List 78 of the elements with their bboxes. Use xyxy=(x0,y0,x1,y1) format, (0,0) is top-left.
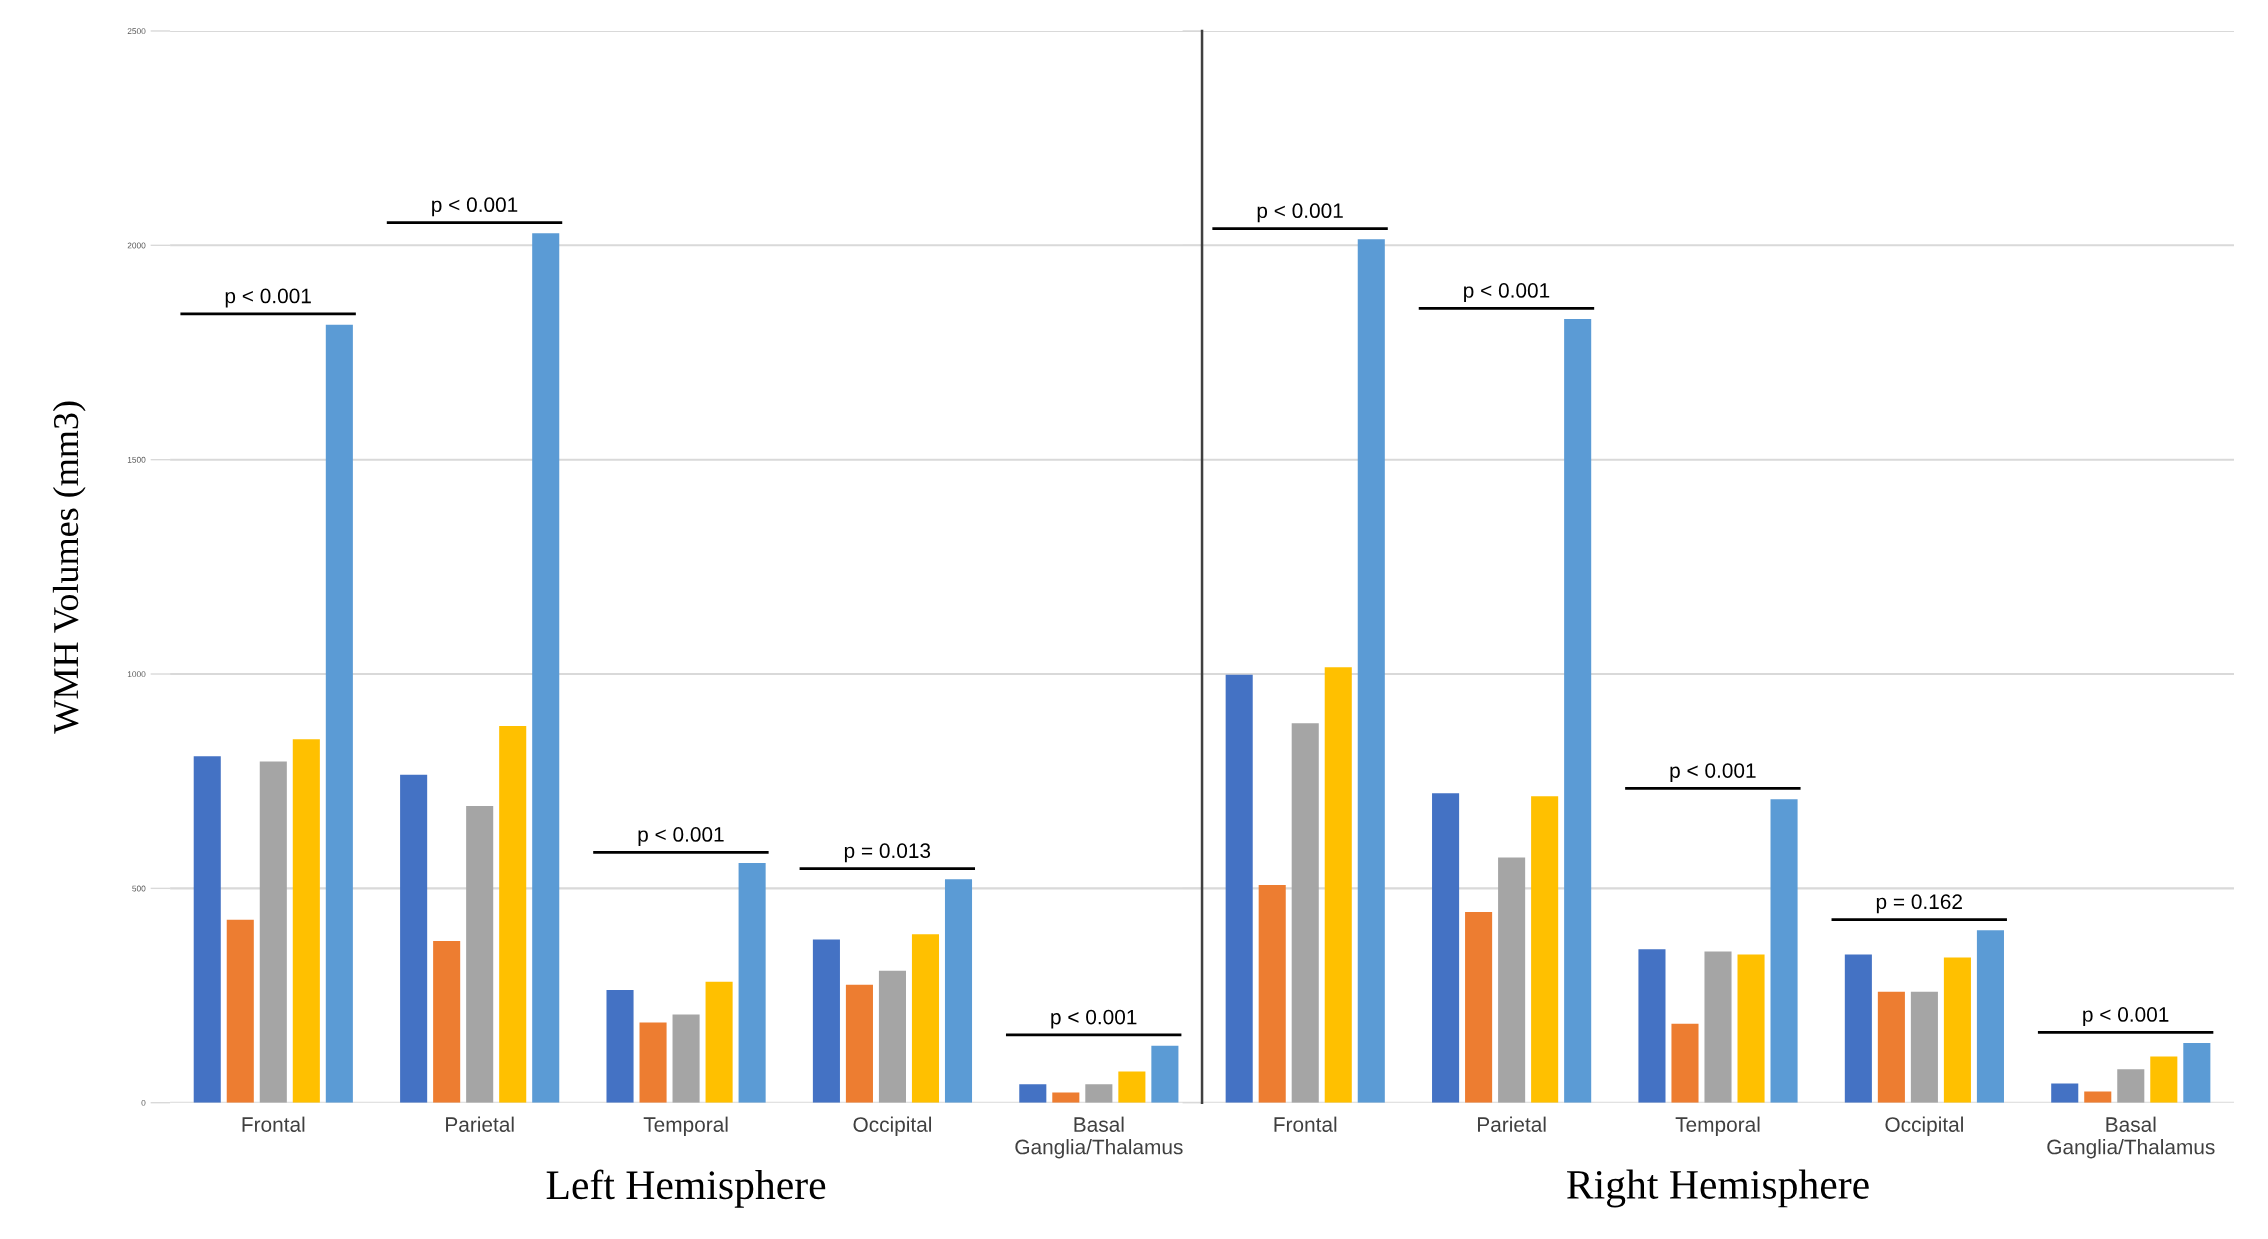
y-tick-label: 1000 xyxy=(127,671,146,678)
annotation: p < 0.001 xyxy=(432,197,518,217)
x-axis-title: Right Hemisphere xyxy=(1567,1169,1869,1208)
bar xyxy=(466,806,494,1103)
x-tick-label: Basal Ganglia/Thalamus xyxy=(2047,1116,2215,1159)
bar xyxy=(1357,239,1385,1103)
y-tick-label: 500 xyxy=(132,885,146,892)
bar xyxy=(812,939,840,1103)
bar xyxy=(2150,1056,2178,1103)
bar xyxy=(433,941,461,1103)
x-tick-label: Parietal xyxy=(1478,1116,1546,1132)
bar xyxy=(944,879,973,1103)
bar xyxy=(1465,911,1493,1103)
bar xyxy=(2183,1043,2211,1103)
bar xyxy=(672,1014,700,1103)
bar xyxy=(1019,1084,1047,1103)
bar xyxy=(845,984,873,1103)
bar xyxy=(1770,799,1798,1103)
bar xyxy=(499,725,527,1103)
bar xyxy=(1225,674,1253,1103)
y-tick-label: 2500 xyxy=(127,28,146,35)
bar xyxy=(259,761,287,1103)
y-tick-label: 2000 xyxy=(127,242,146,249)
bar xyxy=(705,981,733,1103)
x-tick-label: Parietal xyxy=(446,1116,514,1132)
x-tick-label: Frontal xyxy=(242,1116,305,1132)
annotation: p < 0.001 xyxy=(1051,1009,1137,1029)
x-tick-label: Temporal xyxy=(1675,1116,1760,1137)
bar xyxy=(1638,949,1666,1103)
x-axis-title: Left Hemisphere xyxy=(546,1169,826,1208)
bar xyxy=(1844,954,1872,1103)
annotation: p = 0.013 xyxy=(844,843,931,863)
annotation: p < 0.001 xyxy=(1464,283,1550,302)
bar xyxy=(325,324,353,1103)
bar xyxy=(1085,1084,1113,1103)
annotation: p < 0.001 xyxy=(1670,763,1756,783)
bar xyxy=(292,739,320,1103)
x-tick-label: Temporal xyxy=(643,1116,728,1137)
bar xyxy=(1118,1071,1146,1103)
bar xyxy=(1324,667,1352,1103)
bar xyxy=(1498,857,1526,1103)
annotation: p < 0.001 xyxy=(638,827,724,846)
bar xyxy=(1877,991,1905,1103)
bar xyxy=(1671,1023,1699,1103)
bar xyxy=(400,774,428,1103)
bar xyxy=(1910,991,1938,1103)
bar xyxy=(911,934,940,1103)
bar xyxy=(1976,930,2004,1103)
bar xyxy=(606,989,634,1103)
y-tick-label: 1500 xyxy=(127,456,146,463)
bar xyxy=(1432,793,1460,1103)
x-tick-label: Occipital xyxy=(1885,1116,1963,1137)
x-tick-label: Occipital xyxy=(853,1116,932,1137)
bar xyxy=(1564,319,1592,1103)
bar xyxy=(2051,1083,2079,1103)
bar xyxy=(1052,1092,1080,1103)
bar xyxy=(1943,957,1971,1103)
bar xyxy=(1737,954,1765,1103)
y-axis-title: WMH Volumes (mm3) xyxy=(52,401,86,734)
bar xyxy=(1151,1045,1179,1103)
bar xyxy=(532,233,560,1103)
bar xyxy=(1531,796,1559,1103)
bar xyxy=(738,863,766,1103)
annotation: p < 0.001 xyxy=(225,288,311,308)
bar xyxy=(1258,884,1286,1103)
bar xyxy=(878,970,906,1103)
annotation: p = 0.162 xyxy=(1876,894,1962,914)
annotation: p < 0.001 xyxy=(1257,203,1343,223)
y-tick-label: 0 xyxy=(141,1099,146,1106)
bar xyxy=(226,919,254,1103)
bar xyxy=(2117,1069,2145,1103)
x-tick-label: Frontal xyxy=(1274,1116,1337,1132)
bar xyxy=(1704,951,1732,1103)
bar xyxy=(639,1022,667,1103)
bar xyxy=(1291,723,1319,1103)
annotation: p < 0.001 xyxy=(2083,1007,2169,1026)
x-tick-label: Basal Ganglia/Thalamus xyxy=(1015,1116,1183,1159)
bar xyxy=(193,756,221,1103)
